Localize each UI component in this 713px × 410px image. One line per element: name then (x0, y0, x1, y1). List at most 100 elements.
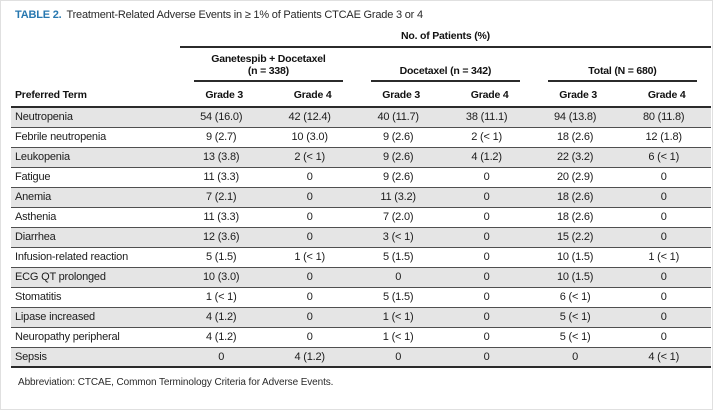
value-cell: 1 (< 1) (356, 307, 446, 328)
value-cell: 1 (< 1) (268, 247, 357, 268)
value-cell: 0 (445, 247, 534, 268)
table-row: Anemia 7 (2.1) 0 11 (3.2) 0 18 (2.6) 0 (11, 187, 711, 208)
table-row: Neuropathy peripheral 4 (1.2) 0 1 (< 1) … (11, 327, 711, 348)
value-cell: 6 (< 1) (622, 147, 711, 168)
value-cell: 0 (445, 327, 534, 348)
group-header-docetaxel: Docetaxel (n = 342) (357, 47, 534, 82)
value-cell: 4 (1.2) (179, 327, 269, 348)
value-cell: 9 (2.6) (356, 147, 446, 168)
column-header-grade4-total: Grade 4 (622, 82, 711, 108)
term-cell: Fatigue (11, 167, 180, 188)
value-cell: 2 (< 1) (268, 147, 357, 168)
value-cell: 0 (268, 207, 357, 228)
value-cell: 4 (< 1) (622, 347, 711, 368)
term-cell: Febrile neutropenia (11, 127, 180, 148)
table-row: Asthenia 11 (3.3) 0 7 (2.0) 0 18 (2.6) 0 (11, 207, 711, 228)
value-cell: 13 (3.8) (179, 147, 269, 168)
table-row: Sepsis 0 4 (1.2) 0 0 0 4 (< 1) (11, 347, 711, 368)
value-cell: 0 (622, 327, 711, 348)
table-row: Diarrhea 12 (3.6) 0 3 (< 1) 0 15 (2.2) 0 (11, 227, 711, 248)
value-cell: 0 (622, 307, 711, 328)
table-row: Neutropenia 54 (16.0) 42 (12.4) 40 (11.7… (11, 107, 711, 128)
value-cell: 94 (13.8) (533, 107, 623, 128)
value-cell: 0 (445, 287, 534, 308)
adverse-events-table: No. of Patients (%) Ganetespib + Docetax… (11, 28, 711, 368)
value-cell: 20 (2.9) (533, 167, 623, 188)
value-cell: 18 (2.6) (533, 127, 623, 148)
value-cell: 0 (533, 347, 623, 368)
spanner-blank-cell (11, 28, 180, 47)
group-label: Docetaxel (n = 342) (399, 65, 492, 77)
value-cell: 5 (1.5) (179, 247, 269, 268)
value-cell: 54 (16.0) (179, 107, 269, 128)
column-header-grade3-ganetespib: Grade 3 (179, 82, 269, 108)
value-cell: 12 (3.6) (179, 227, 269, 248)
value-cell: 5 (< 1) (533, 327, 623, 348)
value-cell: 1 (< 1) (356, 327, 446, 348)
value-cell: 0 (445, 227, 534, 248)
value-cell: 11 (3.3) (179, 167, 269, 188)
table-number-label: TABLE 2. (15, 9, 62, 21)
column-header-grade4-ganetespib: Grade 4 (268, 82, 357, 108)
value-cell: 0 (356, 347, 446, 368)
term-cell: Neutropenia (11, 107, 180, 128)
value-cell: 7 (2.1) (179, 187, 269, 208)
value-cell: 0 (622, 227, 711, 248)
value-cell: 10 (1.5) (533, 247, 623, 268)
value-cell: 0 (268, 167, 357, 188)
term-cell: Anemia (11, 187, 180, 208)
column-header-grade3-total: Grade 3 (533, 82, 623, 108)
term-cell: Sepsis (11, 347, 180, 368)
table-row: Fatigue 11 (3.3) 0 9 (2.6) 0 20 (2.9) 0 (11, 167, 711, 188)
group-header-row: Ganetespib + Docetaxel (n = 338) Docetax… (11, 47, 711, 82)
value-cell: 4 (1.2) (268, 347, 357, 368)
value-cell: 15 (2.2) (533, 227, 623, 248)
value-cell: 11 (3.3) (179, 207, 269, 228)
term-cell: Lipase increased (11, 307, 180, 328)
table-row: ECG QT prolonged 10 (3.0) 0 0 0 10 (1.5)… (11, 267, 711, 288)
table-body: Neutropenia 54 (16.0) 42 (12.4) 40 (11.7… (11, 107, 711, 368)
column-header-grade4-docetaxel: Grade 4 (445, 82, 534, 108)
value-cell: 0 (622, 287, 711, 308)
table-row: Lipase increased 4 (1.2) 0 1 (< 1) 0 5 (… (11, 307, 711, 328)
term-cell: Leukopenia (11, 147, 180, 168)
value-cell: 0 (445, 267, 534, 288)
value-cell: 42 (12.4) (268, 107, 357, 128)
value-cell: 38 (11.1) (445, 107, 534, 128)
value-cell: 0 (268, 327, 357, 348)
term-cell: Neuropathy peripheral (11, 327, 180, 348)
value-cell: 11 (3.2) (356, 187, 446, 208)
value-cell: 10 (1.5) (533, 267, 623, 288)
value-cell: 0 (268, 187, 357, 208)
spanner-header: No. of Patients (%) (179, 28, 711, 48)
column-header-row: Preferred Term Grade 3 Grade 4 Grade 3 G… (11, 82, 711, 108)
value-cell: 5 (< 1) (533, 307, 623, 328)
value-cell: 0 (268, 227, 357, 248)
value-cell: 0 (445, 347, 534, 368)
value-cell: 4 (1.2) (445, 147, 534, 168)
value-cell: 0 (356, 267, 446, 288)
table-row: Stomatitis 1 (< 1) 0 5 (1.5) 0 6 (< 1) 0 (11, 287, 711, 308)
value-cell: 5 (1.5) (356, 247, 446, 268)
value-cell: 0 (179, 347, 269, 368)
value-cell: 0 (268, 287, 357, 308)
value-cell: 40 (11.7) (356, 107, 446, 128)
value-cell: 0 (622, 207, 711, 228)
term-cell: ECG QT prolonged (11, 267, 180, 288)
group-blank-cell (11, 47, 180, 82)
column-header-preferred-term: Preferred Term (11, 82, 180, 108)
value-cell: 1 (< 1) (622, 247, 711, 268)
value-cell: 18 (2.6) (533, 207, 623, 228)
value-cell: 9 (2.6) (356, 167, 446, 188)
group-label: Total (N = 680) (588, 65, 657, 77)
column-header-grade3-docetaxel: Grade 3 (356, 82, 446, 108)
group-label-line1: Ganetespib + Docetaxel (211, 53, 326, 65)
value-cell: 10 (3.0) (268, 127, 357, 148)
value-cell: 0 (268, 267, 357, 288)
value-cell: 5 (1.5) (356, 287, 446, 308)
value-cell: 0 (445, 167, 534, 188)
group-label-line2: (n = 338) (247, 65, 289, 77)
value-cell: 1 (< 1) (179, 287, 269, 308)
value-cell: 12 (1.8) (622, 127, 711, 148)
